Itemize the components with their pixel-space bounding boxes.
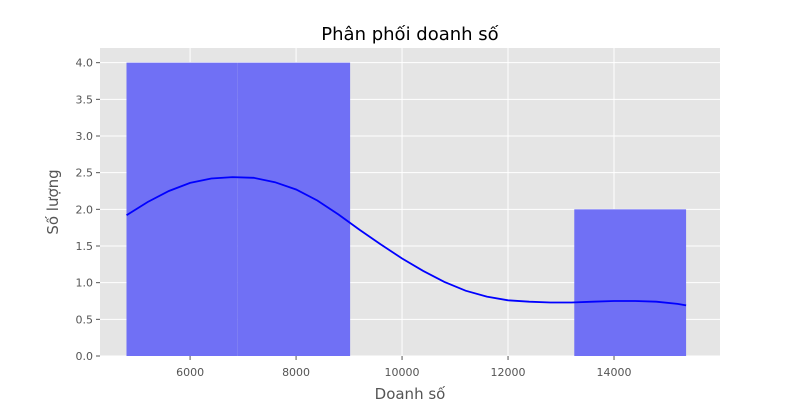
kde-curve: [126, 176, 687, 307]
y-tick-label: 0.0: [76, 350, 94, 363]
x-axis-label: Doanh số: [375, 385, 447, 400]
y-tick-label: 2.5: [76, 167, 94, 180]
y-tick-label: 1.0: [76, 277, 94, 290]
chart-title: Phân phối doanh số: [321, 24, 498, 45]
histogram-bars: [126, 62, 687, 357]
y-tick-label: 2.0: [76, 203, 94, 216]
y-axis-ticks: 0.0 0.5 1.0 1.5 2.0 2.5 3.0 3.5 4.0: [76, 57, 100, 363]
x-tick-label: 14000: [597, 366, 632, 379]
y-tick-label: 3.5: [76, 93, 94, 106]
x-tick-label: 6000: [176, 366, 204, 379]
y-axis-label: Số lượng: [44, 169, 62, 234]
x-tick-label: 8000: [282, 366, 310, 379]
histogram-bar: [126, 62, 238, 357]
x-tick-label: 12000: [491, 366, 526, 379]
y-tick-label: 1.5: [76, 240, 94, 253]
histogram-bar: [237, 62, 351, 357]
y-tick-label: 0.5: [76, 313, 94, 326]
histogram-bar: [574, 209, 687, 356]
y-tick-label: 4.0: [76, 57, 94, 70]
x-axis-ticks: 6000 8000 10000 12000 14000: [176, 356, 632, 379]
x-tick-label: 10000: [385, 366, 420, 379]
y-tick-label: 3.0: [76, 130, 94, 143]
